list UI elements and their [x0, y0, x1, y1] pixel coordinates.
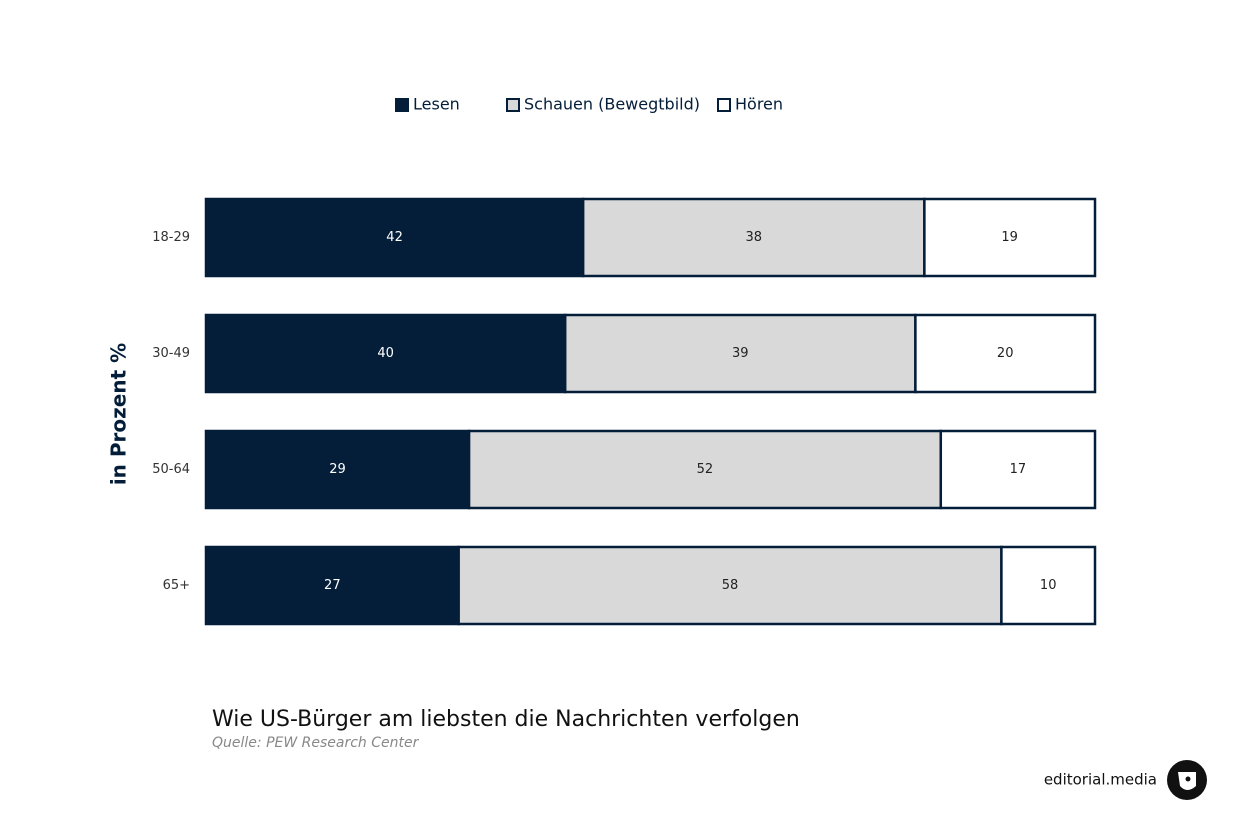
bar-segment	[204, 313, 567, 394]
legend-swatch	[395, 98, 409, 112]
data-label: 58	[722, 578, 739, 593]
bar-segment	[1000, 545, 1097, 626]
data-label: 39	[732, 346, 749, 361]
data-label: 19	[1001, 230, 1018, 245]
data-label: 38	[745, 230, 762, 245]
brand-logo-dot	[1185, 776, 1191, 782]
data-label: 29	[329, 462, 346, 477]
bar-segment	[457, 545, 1003, 626]
chart-title: Wie US-Bürger am liebsten die Nachrichte…	[212, 707, 800, 732]
data-label: 10	[1040, 578, 1057, 593]
data-label: 52	[697, 462, 714, 477]
bar-segment	[923, 197, 1097, 278]
y-axis-label: in Prozent %	[107, 343, 131, 485]
legend-label: Lesen	[413, 95, 460, 114]
legend-label: Hören	[735, 95, 783, 114]
y-tick-label: 18-29	[152, 230, 190, 245]
y-tick-label: 50-64	[152, 462, 190, 477]
data-label: 40	[377, 346, 394, 361]
legend-swatch	[506, 98, 520, 112]
bar-segment	[914, 313, 1097, 394]
bar-segment	[939, 429, 1097, 510]
legend-label: Schauen (Bewegtbild)	[524, 95, 700, 114]
bar-segment	[204, 197, 585, 278]
legend-swatch	[717, 98, 731, 112]
data-label: 20	[997, 346, 1014, 361]
chart-source: Quelle: PEW Research Center	[212, 735, 420, 751]
bar-segment	[204, 429, 471, 510]
data-label: 17	[1010, 462, 1027, 477]
data-label: 27	[324, 578, 341, 593]
y-tick-label: 30-49	[152, 346, 190, 361]
y-tick-label: 65+	[163, 578, 190, 593]
brand: editorial.media	[1044, 771, 1157, 789]
bar-segment	[563, 313, 917, 394]
data-label: 42	[386, 230, 403, 245]
bar-segment	[467, 429, 943, 510]
